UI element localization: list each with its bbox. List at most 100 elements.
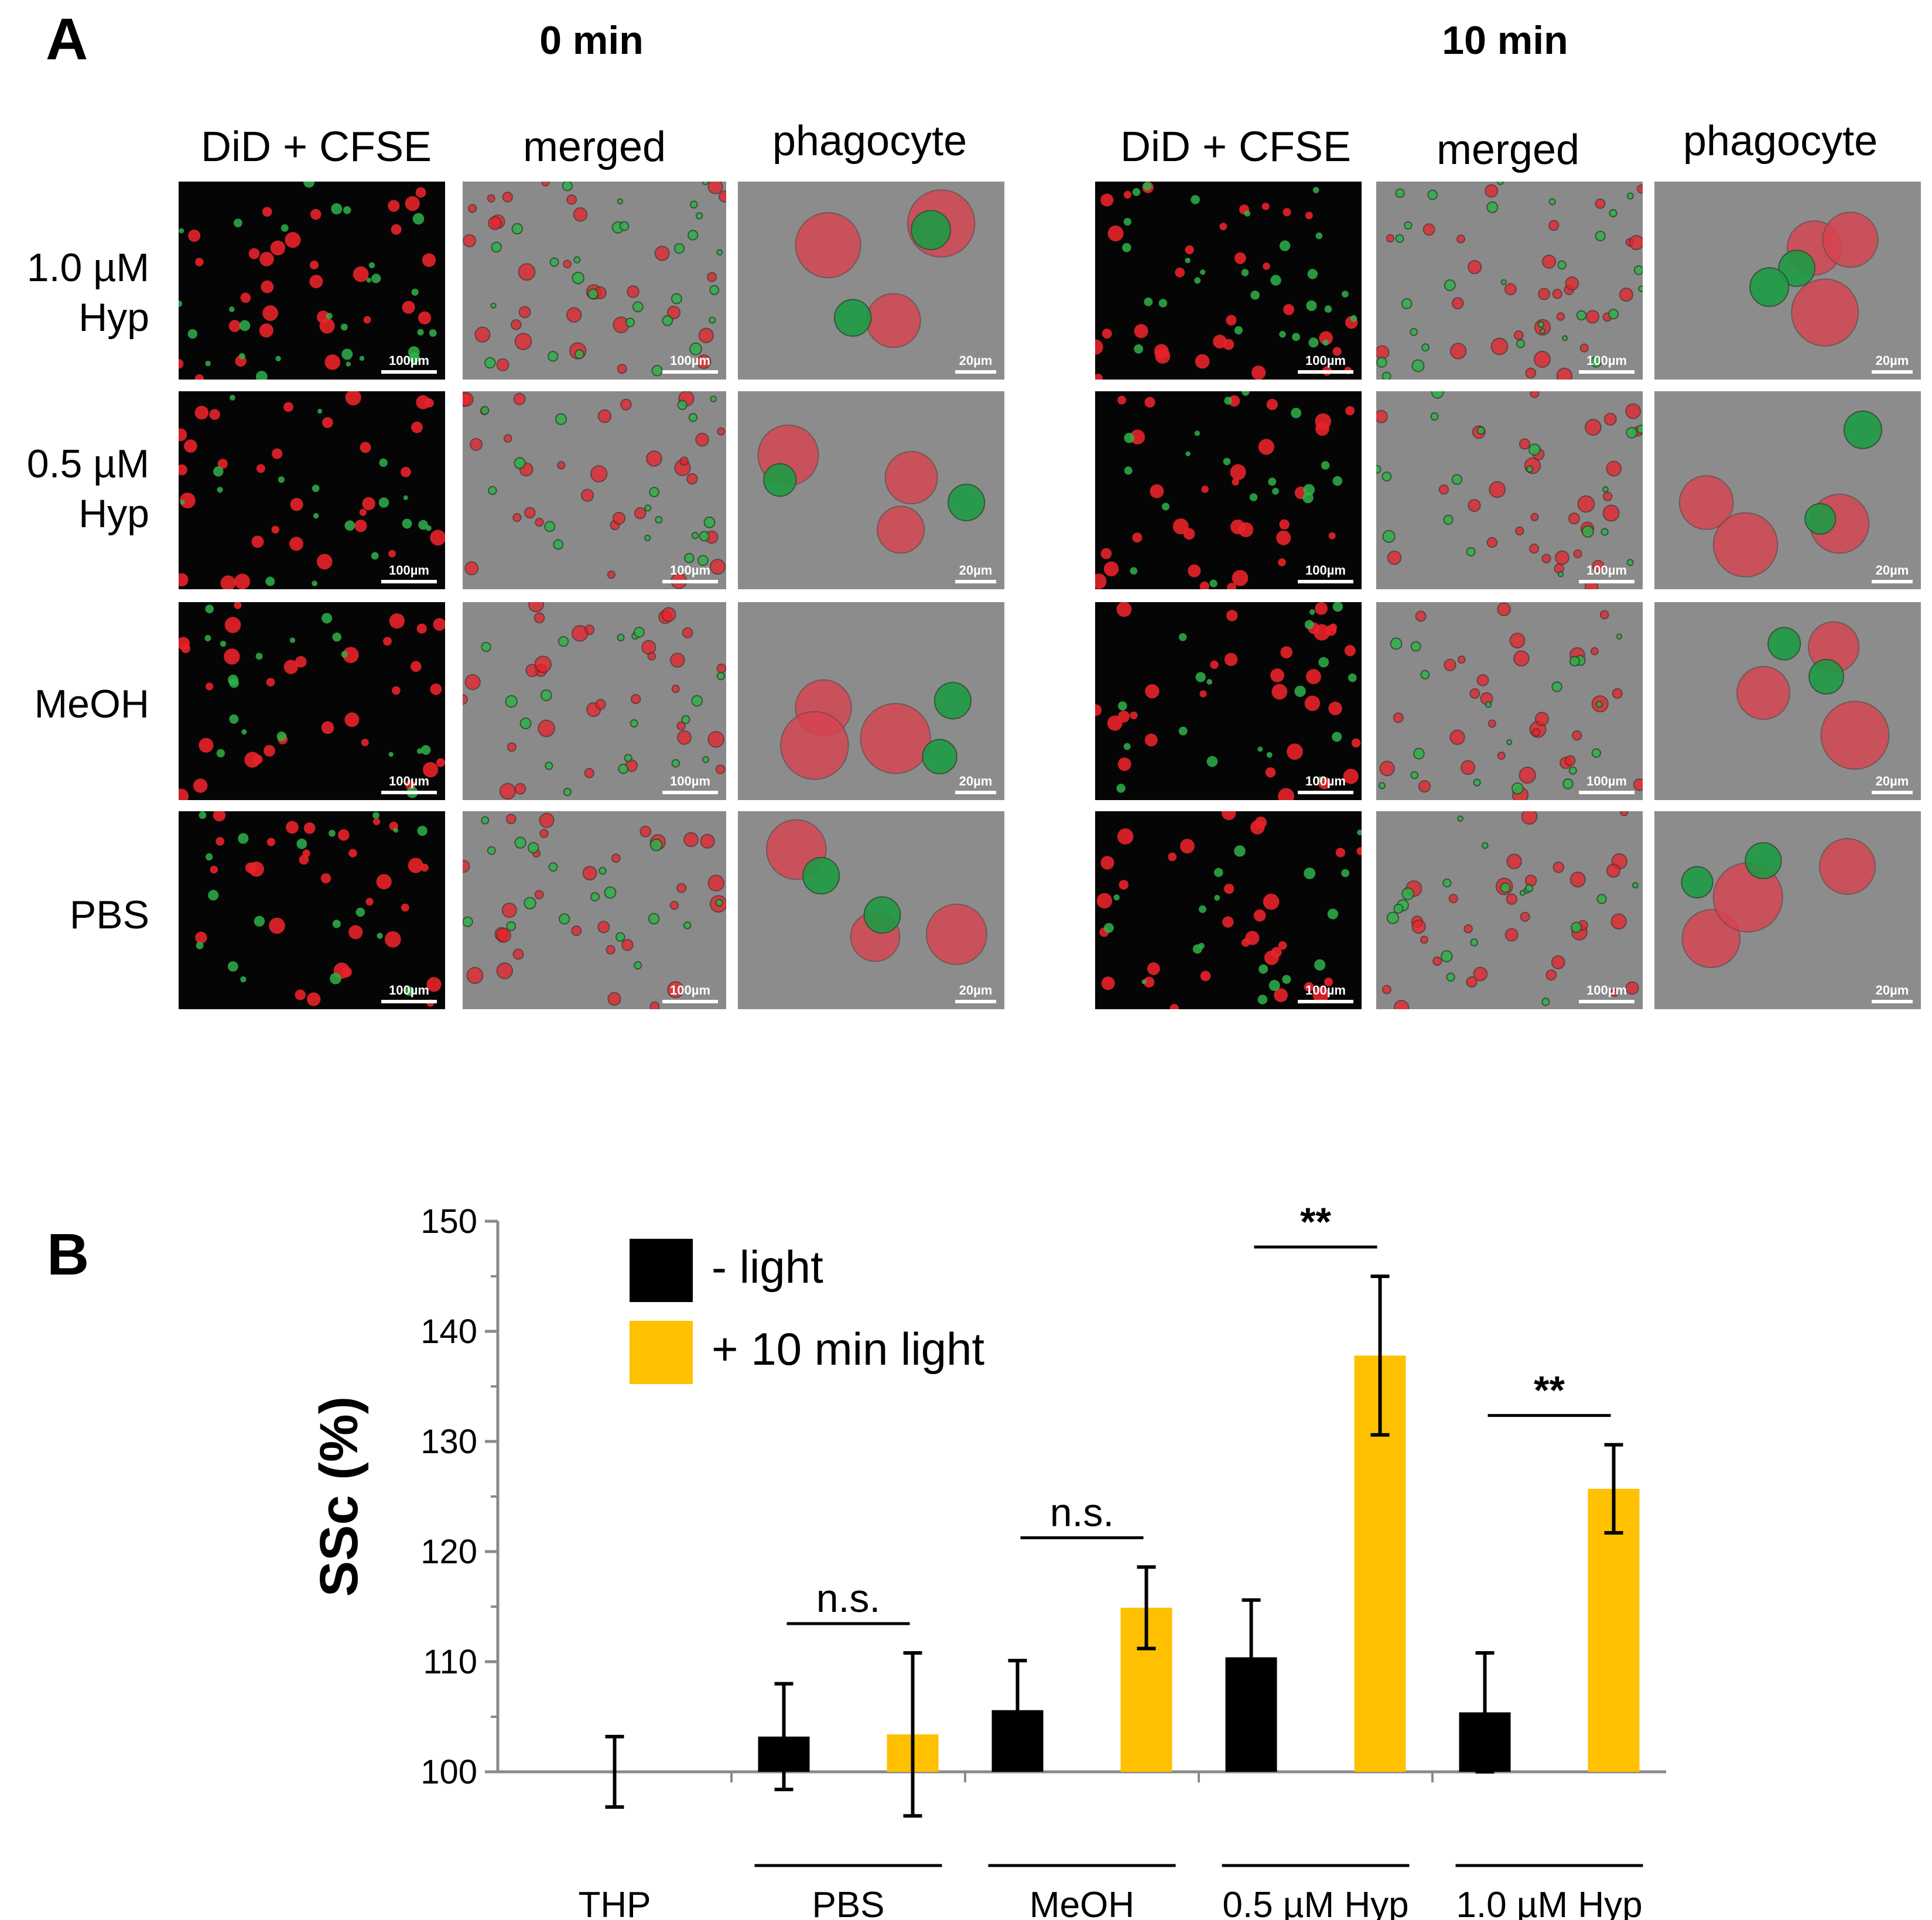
scale-bar-line: [381, 1000, 437, 1003]
green-cell: [481, 816, 490, 825]
red-cell: [388, 200, 400, 212]
scale-bar: 100µm: [1579, 353, 1634, 374]
green-cell: [655, 515, 663, 524]
green-cell: [1257, 995, 1268, 1005]
green-cell: [1608, 309, 1619, 320]
green-cell: [332, 632, 341, 642]
green-cell: [1158, 299, 1168, 308]
green-cell: [709, 285, 720, 295]
red-cell: [707, 182, 723, 194]
red-cell: [541, 182, 550, 187]
green-cell: [1626, 426, 1638, 439]
green-cell: [265, 576, 275, 586]
red-cell: [1172, 518, 1189, 535]
scale-bar-line: [381, 580, 437, 583]
red-cell: [1542, 254, 1557, 269]
green-cell: [1123, 217, 1131, 226]
scale-bar: 20µm: [1872, 353, 1913, 374]
green-cell: [1291, 408, 1302, 419]
red-cell: [682, 627, 693, 638]
red-cell: [695, 432, 709, 447]
red-cell: [430, 529, 445, 546]
red-cell: [259, 323, 273, 338]
red-cell: [418, 311, 432, 324]
red-cell: [1185, 245, 1194, 255]
y-axis-label: SSc (%): [309, 1396, 369, 1597]
green-cell: [1395, 188, 1405, 198]
red-cell: [344, 712, 360, 727]
scale-bar-line: [1579, 370, 1634, 374]
red-cell: [361, 739, 369, 747]
green-cell: [1601, 528, 1609, 536]
green-cell: [331, 203, 343, 215]
green-cell: [412, 213, 425, 225]
green-cell: [1516, 339, 1526, 349]
red-cell: [436, 758, 445, 767]
green-cell: [1130, 567, 1138, 575]
red-cell: [1602, 491, 1613, 501]
red-cell: [1533, 350, 1551, 368]
red-cell: [1107, 226, 1124, 242]
scale-bar: 100µm: [1298, 563, 1353, 583]
micrograph-phago: 20µm: [738, 602, 1004, 800]
red-cell: [676, 883, 687, 893]
scale-bar: 100µm: [381, 983, 437, 1003]
red-cell: [1096, 893, 1113, 909]
green-cell: [1427, 189, 1438, 200]
green-cell: [1117, 701, 1127, 711]
green-cell: [378, 497, 389, 508]
red-cell: [528, 602, 545, 613]
green-cell: [684, 553, 695, 563]
green-cell: [1390, 637, 1403, 650]
green-cell: [196, 941, 204, 949]
green-cell: [1511, 782, 1524, 795]
red-cell: [617, 364, 627, 374]
red-cell: [195, 258, 204, 267]
phagocyte-cell: [860, 703, 931, 774]
x-category-label: THP: [579, 1885, 651, 1920]
red-cell: [1116, 602, 1132, 617]
red-cell: [1168, 852, 1177, 862]
green-cell: [281, 224, 289, 232]
red-cell: [1351, 738, 1361, 748]
green-cell: [1266, 751, 1273, 758]
col-header-phagocyte-10: phagocyte: [1683, 118, 1878, 165]
green-cell: [420, 745, 431, 755]
red-cell: [1625, 981, 1639, 995]
red-cell: [383, 637, 392, 646]
scale-bar: 100µm: [1298, 774, 1353, 794]
green-cell: [372, 812, 379, 819]
green-cell: [1304, 867, 1316, 880]
red-cell: [392, 686, 401, 695]
legend-label: + 10 min light: [712, 1323, 984, 1375]
red-cell: [464, 674, 481, 691]
red-cell: [210, 865, 218, 874]
red-cell: [1619, 288, 1633, 302]
red-cell: [463, 392, 474, 407]
scale-bar: 100µm: [662, 774, 718, 794]
red-cell: [539, 829, 549, 838]
apoptotic-cell: [922, 739, 958, 774]
green-cell: [1185, 257, 1191, 264]
green-cell: [702, 182, 709, 186]
red-cell: [1335, 848, 1346, 857]
green-cell: [1626, 192, 1634, 200]
red-cell: [1356, 847, 1362, 856]
green-cell: [1124, 466, 1133, 475]
green-cell: [1134, 344, 1144, 354]
green-cell: [371, 552, 379, 560]
scale-bar-label: 20µm: [1875, 983, 1909, 997]
green-cell: [617, 198, 624, 205]
red-cell: [1418, 780, 1431, 793]
red-cell: [1525, 367, 1537, 379]
red-cell: [188, 229, 201, 242]
red-cell: [611, 853, 621, 863]
red-cell: [217, 459, 228, 469]
green-cell: [673, 243, 685, 254]
scale-bar-line: [1579, 1000, 1634, 1003]
red-cell: [1534, 712, 1550, 726]
green-cell: [625, 317, 635, 327]
green-cell: [1609, 209, 1618, 218]
green-cell: [1214, 894, 1220, 901]
green-cell: [229, 714, 239, 724]
